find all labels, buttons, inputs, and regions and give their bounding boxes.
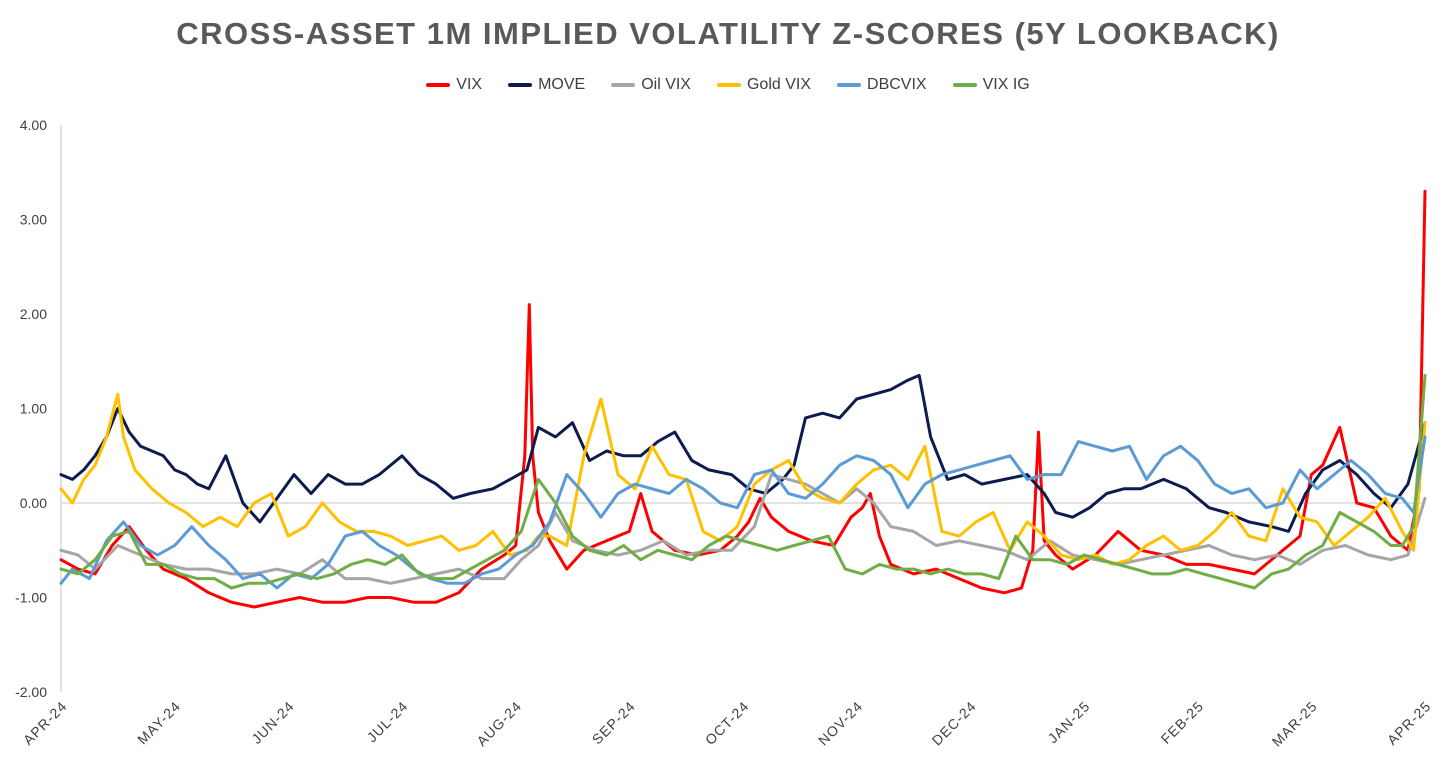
y-tick-label: 0.00 — [20, 495, 47, 511]
legend-swatch — [716, 83, 741, 87]
legend-swatch — [952, 83, 977, 87]
y-tick-label: 4.00 — [20, 117, 47, 133]
chart-legend: VIX MOVE Oil VIX Gold VIX DBCVIX VIX IG — [0, 76, 1456, 94]
y-tick-label: 3.00 — [20, 212, 47, 228]
legend-item-dbcvix: DBCVIX — [837, 76, 927, 94]
x-tick-label: MAR-25 — [1269, 698, 1321, 750]
legend-swatch — [426, 83, 451, 87]
legend-swatch — [837, 83, 862, 87]
series-line-oil-vix — [59, 473, 1427, 585]
legend-swatch — [611, 83, 636, 87]
legend-item-oil-vix: Oil VIX — [611, 76, 691, 94]
x-tick-label: SEP-24 — [589, 698, 639, 748]
legend-item-gold-vix: Gold VIX — [716, 76, 812, 94]
x-tick-label: DEC-24 — [929, 698, 980, 749]
series-line-vix — [59, 189, 1427, 609]
series-line-vix-ig — [59, 373, 1427, 590]
x-tick-label: FEB-25 — [1158, 698, 1207, 747]
y-tick-label: 2.00 — [20, 306, 47, 322]
y-tick-label: 1.00 — [20, 401, 47, 417]
legend-swatch — [508, 83, 533, 87]
y-tick-label: -1.00 — [15, 590, 47, 606]
x-tick-label: JAN-25 — [1044, 698, 1093, 747]
legend-item-vix-ig: VIX IG — [952, 76, 1030, 94]
x-tick-label: JUN-24 — [248, 698, 297, 747]
series-line-move — [59, 373, 1427, 533]
legend-label: VIX IG — [982, 76, 1030, 93]
legend-label: DBCVIX — [867, 76, 927, 93]
chart-title: CROSS-ASSET 1M IMPLIED VOLATILITY Z-SCOR… — [176, 16, 1280, 51]
x-tick-label: MAY-24 — [134, 698, 184, 748]
legend-label: Gold VIX — [746, 76, 812, 93]
legend-label: MOVE — [538, 76, 586, 93]
legend-label: Oil VIX — [641, 76, 691, 93]
x-tick-label: JUL-24 — [364, 698, 411, 745]
legend-label: VIX — [456, 76, 483, 93]
series-line-dbcvix — [59, 435, 1427, 590]
x-tick-label: APR-25 — [1384, 698, 1434, 748]
x-tick-label: NOV-24 — [815, 698, 866, 749]
x-tick-label: APR-24 — [20, 698, 70, 748]
y-tick-label: -2.00 — [15, 684, 47, 700]
x-tick-label: AUG-24 — [473, 698, 524, 749]
legend-item-move: MOVE — [508, 76, 585, 94]
legend-item-vix: VIX — [426, 76, 482, 94]
x-tick-label: OCT-24 — [702, 698, 752, 748]
